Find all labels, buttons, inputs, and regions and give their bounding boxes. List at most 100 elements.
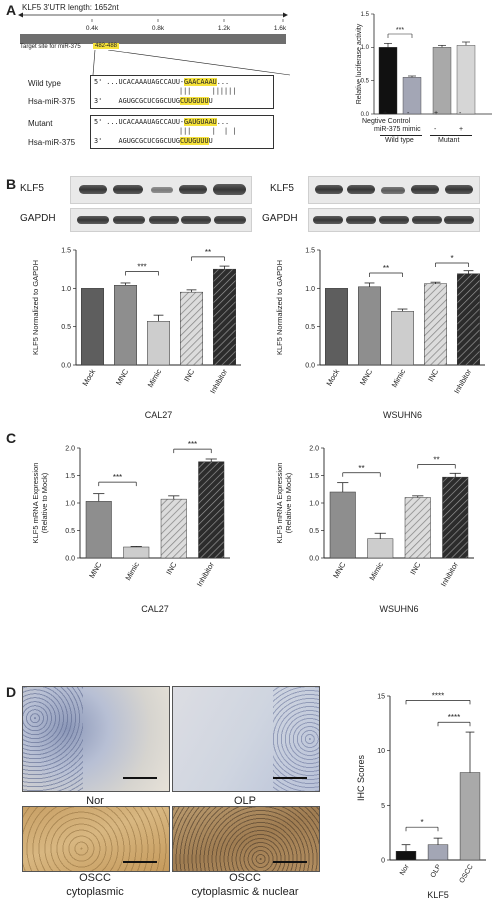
bar-nor <box>395 851 417 861</box>
neg-sign-0: + <box>383 110 388 117</box>
ihc-image-olp <box>172 686 320 792</box>
y-tick-label: 1.0 <box>61 286 71 293</box>
sig-label: *** <box>113 473 122 482</box>
bar-inc <box>180 291 203 366</box>
lucif-bar <box>402 77 422 115</box>
x-tick-label: Mock <box>80 367 97 387</box>
y-tick-label: 15 <box>377 694 385 701</box>
lucif-bar <box>456 45 476 115</box>
ihc-image-nor <box>22 686 170 792</box>
blot-gapdh-cal27 <box>70 208 252 232</box>
y-tick-label: 0.0 <box>61 363 71 370</box>
y-tick-label: 0.5 <box>305 324 315 331</box>
mir-sequence-mut: 3' AGUGCGCUCGGCUUGCUUGUUUU <box>94 137 213 145</box>
bar-mnc <box>114 285 137 366</box>
lucif-ytick-1: 0.5 <box>361 79 370 85</box>
scalebar-nor <box>123 777 157 779</box>
luciferase-yticks: 0.0 0.5 1.0 1.5 <box>361 12 374 118</box>
utr-bar <box>20 34 286 44</box>
mut-bonds: ||| | | | <box>179 127 237 135</box>
y-tick-label: 5 <box>381 803 385 810</box>
x-axis-label: KLF5 <box>427 890 449 900</box>
neg-sign-2: + <box>434 110 439 117</box>
y-axis-label-0: KLF5 mRNA Expression <box>31 463 40 544</box>
x-tick-label: MNC <box>331 560 348 580</box>
y-axis-label-1: (Relative to Mock) <box>284 472 293 533</box>
y-tick-label: 1.0 <box>65 501 75 508</box>
lucif-bar <box>432 47 452 115</box>
y-tick-label: 1.5 <box>61 248 71 255</box>
luciferase-ylabel: Relative luciferase activity <box>356 23 363 104</box>
sig-label: **** <box>448 713 460 722</box>
bar-mimic <box>391 311 414 366</box>
x-tick-label: Inhibitor <box>208 367 229 395</box>
wild-type-sequence-box: 5' ...UCACAAAUAGCCAUU-GAACAAAU... ||| ||… <box>90 75 274 109</box>
neg-sign-1: - <box>407 110 410 117</box>
x-tick-label: Inhibitor <box>452 367 473 395</box>
utr-tick-0: 0.4k <box>86 25 99 32</box>
scalebar-oscc-nuc <box>273 861 307 863</box>
scalebar-oscc-cyto <box>123 861 157 863</box>
y-tick-label: 1.0 <box>305 286 315 293</box>
x-axis-label: CAL27 <box>145 410 173 420</box>
y-tick-label: 2.0 <box>309 446 319 453</box>
sig-label: ** <box>205 248 211 257</box>
bar-mimic <box>367 538 394 559</box>
ihc-sublabel-nuclear: cytoplasmic & nuclear <box>191 886 299 898</box>
bar-mimic <box>123 546 150 559</box>
lucif-ytick-2: 1.0 <box>361 45 370 51</box>
utr-ticks: 0.4k 0.8k 1.2k 1.6k <box>86 19 287 32</box>
bar-mnc <box>358 286 381 366</box>
x-tick-label: MNC <box>358 367 375 387</box>
y-tick-label: 0.0 <box>305 363 315 370</box>
blot-klf5-wsuhn6 <box>308 176 480 204</box>
sig-label: ** <box>358 464 364 473</box>
bar-inhibitor <box>442 476 469 559</box>
ihc-label-oscc-nuclear: OSCC <box>229 872 261 884</box>
y-tick-label: 0 <box>381 858 385 865</box>
wild-type-label: Wild type <box>28 79 61 88</box>
bar-mock <box>81 288 104 366</box>
panel-letter-a: A <box>6 2 17 18</box>
sig-label: *** <box>188 440 197 449</box>
mutant-group-line <box>430 135 472 136</box>
bar-mock <box>325 288 348 366</box>
bar-inhibitor <box>457 273 480 366</box>
y-tick-label: 0.5 <box>65 528 75 535</box>
zoom-lines <box>92 50 291 76</box>
blot-klf5-label-right: KLF5 <box>270 183 294 194</box>
y-tick-label: 1.5 <box>65 473 75 480</box>
bar-mimic <box>147 321 170 366</box>
target-site-range: 482-488 <box>93 43 120 49</box>
blot-klf5-cal27 <box>70 176 252 204</box>
lucif-group-mutant: Mutant <box>438 137 460 144</box>
sig-label: * <box>420 818 423 827</box>
y-tick-label: 0.0 <box>309 556 319 563</box>
x-axis-label: CAL27 <box>141 604 169 614</box>
bar-inhibitor <box>198 461 225 559</box>
luciferase-chart: Relative luciferase activity 0.0 0.5 1.0… <box>356 12 492 118</box>
x-tick-label: Mimic <box>390 367 408 389</box>
y-axis-label-0: IHC Scores <box>356 754 366 801</box>
utr-diagram: 0.4k 0.8k 1.2k 1.6k <box>18 12 288 44</box>
x-tick-label: Mimic <box>146 367 164 389</box>
y-axis-label-1: (Relative to Mock) <box>40 472 49 533</box>
ihc-label-oscc-cytoplasmic: OSCC <box>79 872 111 884</box>
x-axis-label: WSUHN6 <box>383 410 422 420</box>
sig-label: **** <box>432 691 444 700</box>
lucif-sig-0: *** <box>396 27 404 34</box>
x-axis-label: WSUHN6 <box>379 604 418 614</box>
scalebar-olp <box>273 777 307 779</box>
wt-bonds: ||| |||||| <box>179 87 237 95</box>
x-tick-label: OLP <box>430 863 443 879</box>
x-tick-label: OSCC <box>459 864 475 885</box>
ihc-label-nor: Nor <box>86 795 104 807</box>
x-tick-label: Nor <box>399 863 411 877</box>
y-axis-label-0: KLF5 Normalized to GAPDH <box>275 260 284 355</box>
blot-klf5-label-left: KLF5 <box>20 183 44 194</box>
y-tick-label: 2.0 <box>65 446 75 453</box>
blot-gapdh-wsuhn6 <box>308 208 480 232</box>
panel-letter-c: C <box>6 430 17 446</box>
mut-sequence: 5' ...UCACAAAUAGCCAUU-GAUGUAAU... <box>94 118 230 126</box>
utr-tick-1: 0.8k <box>152 25 165 32</box>
